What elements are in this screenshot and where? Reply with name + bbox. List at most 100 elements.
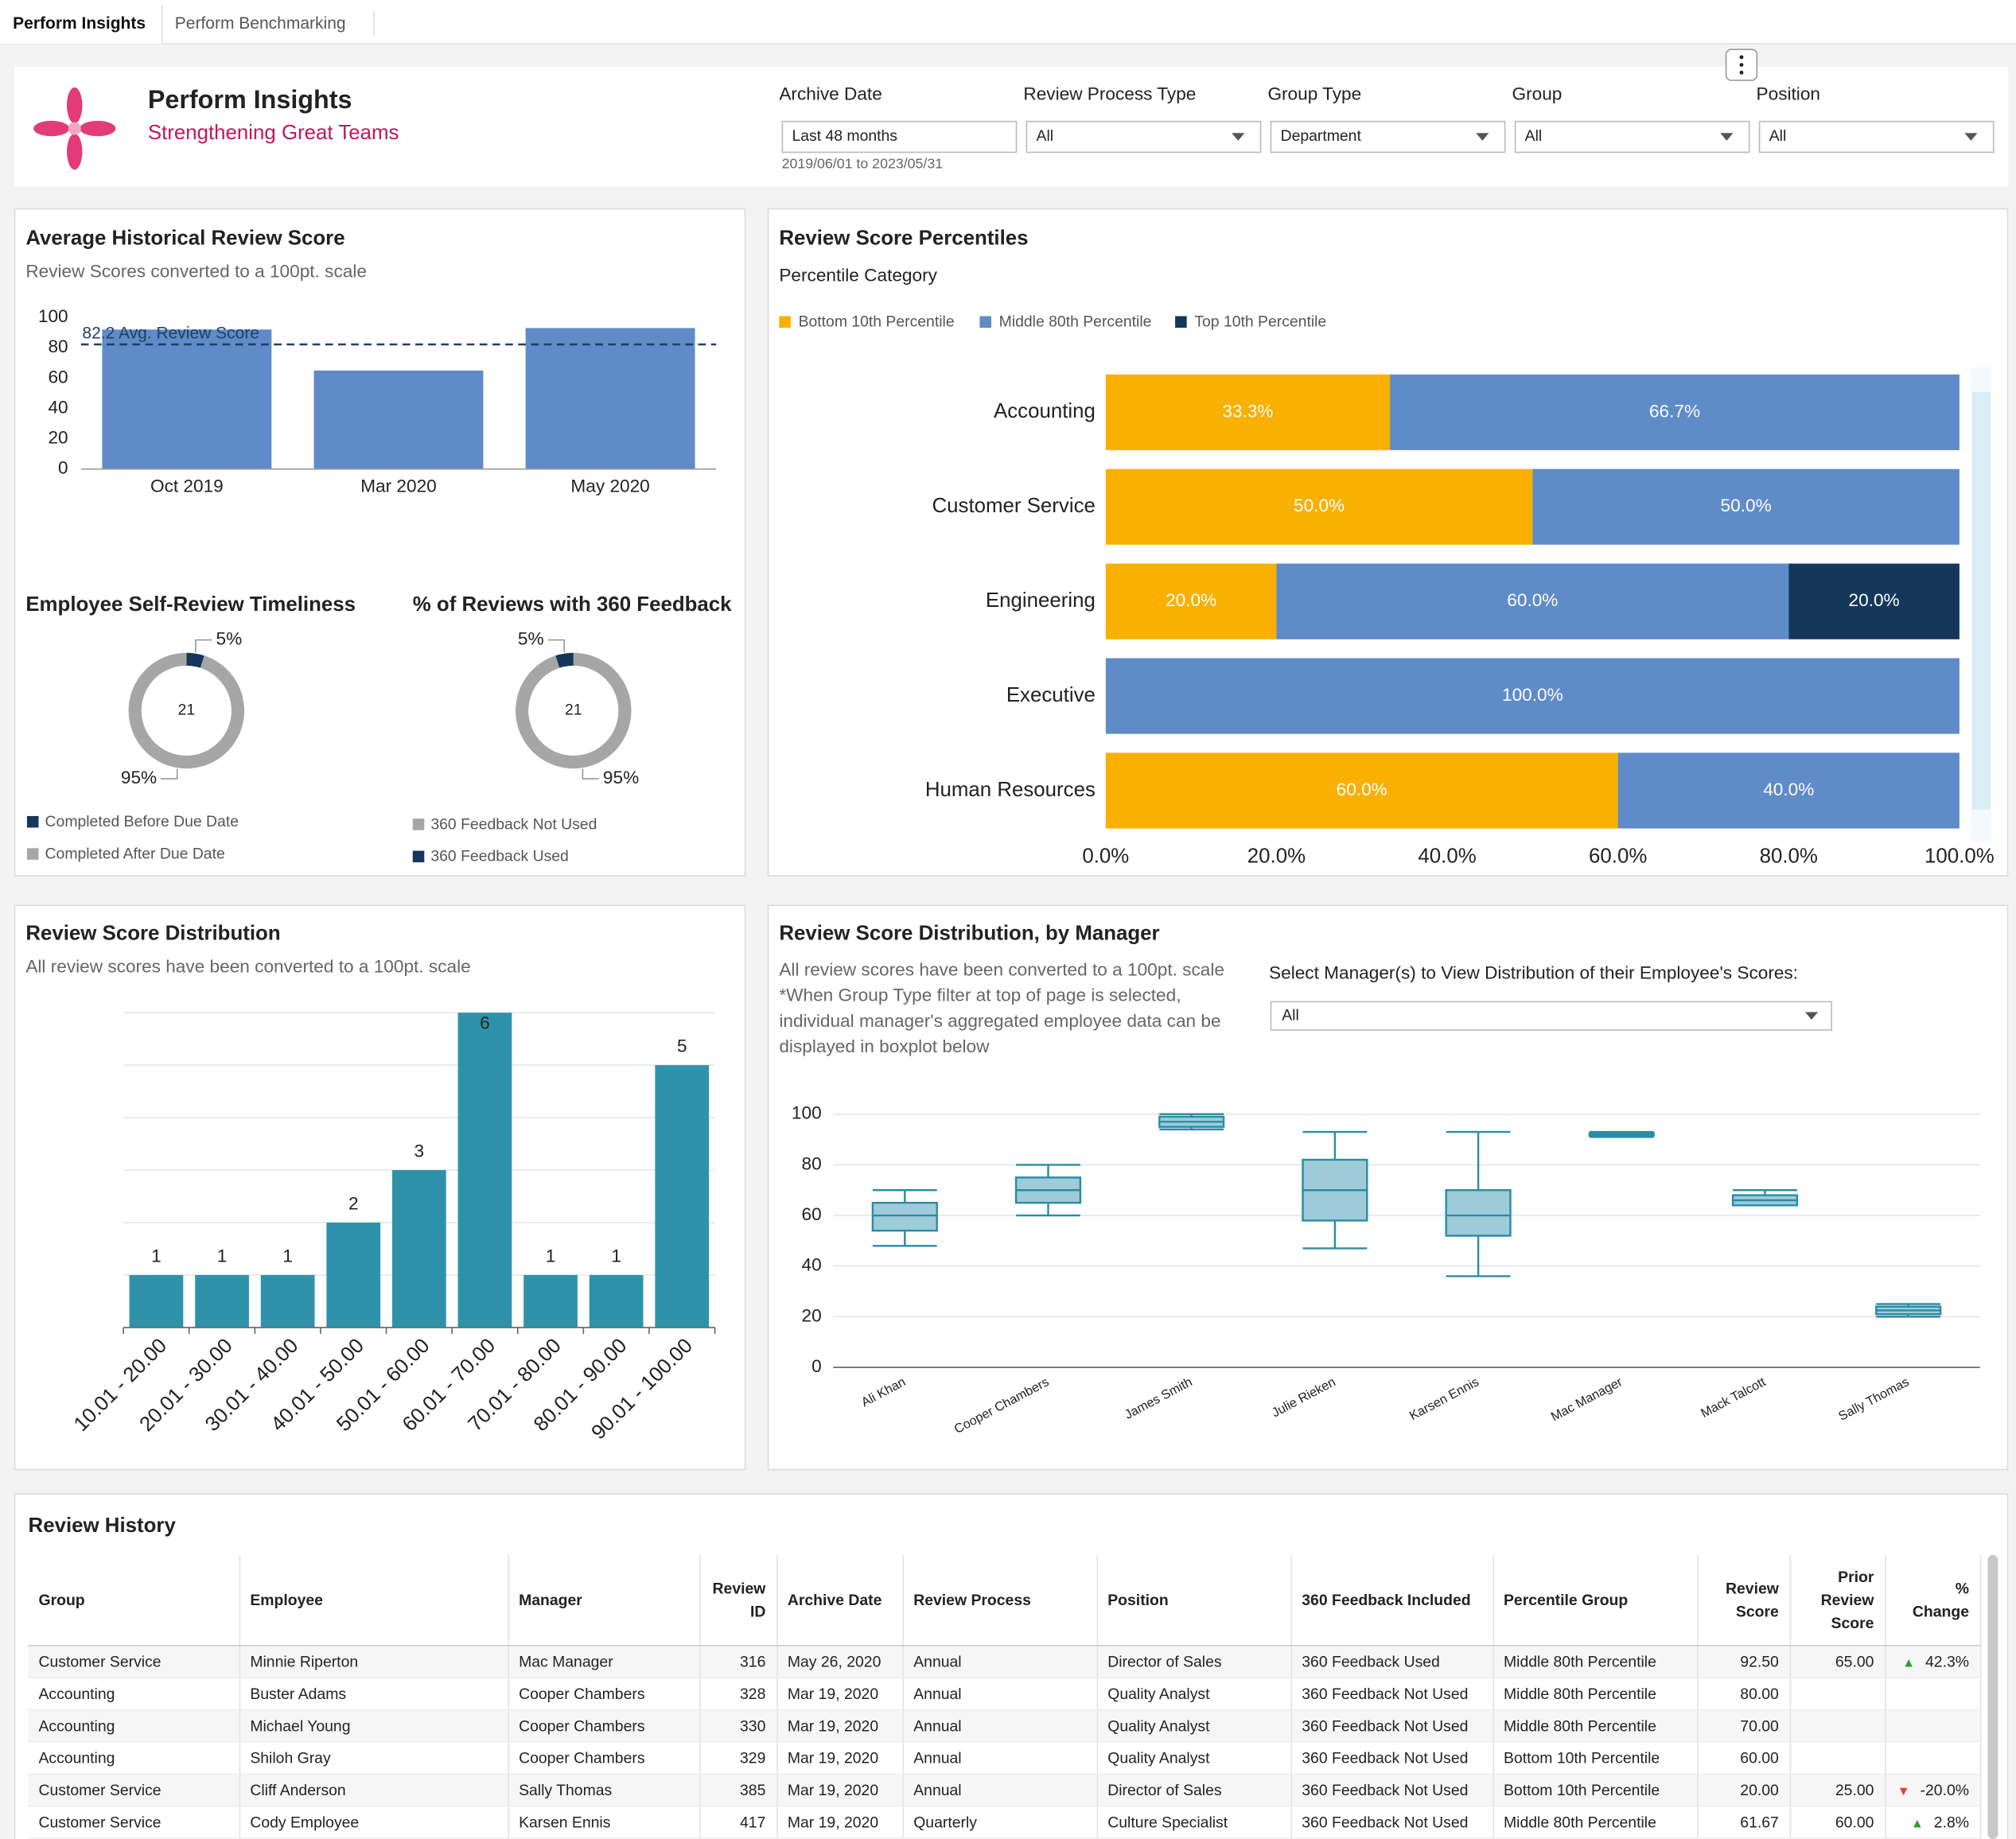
column-header[interactable]: Review Process: [902, 1554, 1098, 1647]
table-cell: 80.00: [1697, 1678, 1791, 1711]
legend-swatch: [779, 316, 791, 328]
filter-label: Archive Date: [779, 84, 882, 104]
cell-text: Mar 19, 2020: [787, 1748, 879, 1767]
data-label: 3: [414, 1141, 425, 1161]
data-label: 40.0%: [1763, 780, 1814, 799]
x-tick-label: 100.0%: [1925, 845, 1995, 867]
legend-swatch: [412, 818, 425, 830]
bar-segment: [1390, 374, 1960, 450]
bar-segment: [1105, 752, 1618, 829]
cell-text: 2.8%: [1933, 1813, 1970, 1832]
bar: [129, 1274, 184, 1328]
table-cell: Bottom 10th Percentile: [1493, 1774, 1699, 1807]
legend-swatch: [412, 850, 425, 863]
column-header[interactable]: Archive Date: [776, 1554, 904, 1647]
leader-line: [161, 768, 178, 780]
column-header[interactable]: Group: [28, 1554, 240, 1647]
column-header[interactable]: % Change: [1885, 1554, 1981, 1647]
column-header[interactable]: 360 Feedback Included: [1290, 1554, 1494, 1647]
table-cell: 60.00: [1789, 1806, 1886, 1839]
table-cell: Director of Sales: [1096, 1774, 1292, 1807]
filter-dropdown[interactable]: [781, 120, 1018, 154]
legend-swatch: [1175, 316, 1187, 328]
table-cell: Karsen Ennis: [508, 1806, 700, 1839]
cell-text: Customer Service: [38, 1652, 162, 1671]
table-cell: Mar 19, 2020: [776, 1678, 904, 1711]
table-cell: Sally Thomas: [508, 1774, 700, 1807]
cell-text: Middle 80th Percentile: [1503, 1652, 1656, 1671]
column-header[interactable]: Review Score: [1697, 1554, 1791, 1647]
category-label: Human Resources: [925, 779, 1096, 801]
table-row: Accounting Shiloh Gray Cooper Chambers 329 M…: [28, 1742, 1981, 1775]
table-scrollbar[interactable]: [1987, 1554, 1998, 1839]
x-tick-label: 60.0%: [1589, 845, 1647, 867]
page-title: Perform Insights: [148, 85, 352, 114]
column-header[interactable]: Position: [1096, 1554, 1292, 1647]
trend-arrow: ▼: [1897, 1785, 1910, 1799]
table-cell: 385: [699, 1774, 777, 1807]
x-tick-label: 0.0%: [1082, 845, 1129, 867]
filter-value: All: [1037, 127, 1054, 145]
column-header[interactable]: Percentile Group: [1493, 1554, 1699, 1647]
cell-text: 60.00: [1740, 1748, 1779, 1767]
cell-text: Middle 80th Percentile: [1503, 1717, 1656, 1736]
boxplot-subtitle: All review scores have been converted to…: [779, 958, 1225, 980]
active-tab[interactable]: [0, 0, 162, 44]
cell-text: Cody Employee: [250, 1813, 360, 1832]
cell-text: 329: [739, 1748, 766, 1767]
column-header[interactable]: Prior Review Score: [1789, 1554, 1886, 1647]
column-header[interactable]: Review ID: [699, 1554, 777, 1647]
bar: [589, 1274, 644, 1328]
panel: [14, 208, 746, 877]
menu-dot: [1739, 63, 1744, 68]
table-cell: 60.00: [1697, 1742, 1791, 1775]
bar-segment: [1105, 563, 1277, 640]
box: [1445, 1189, 1512, 1237]
data-label: 50.0%: [1294, 496, 1345, 515]
filter-dropdown[interactable]: [1758, 120, 1995, 154]
cell-text: Annual: [913, 1781, 962, 1799]
scrollbar-thumb[interactable]: [1972, 391, 1991, 810]
logo-petal: [33, 120, 70, 137]
review-table-container: Group Employee Manager Review ID Archive Dat…: [28, 1554, 1981, 1839]
data-label: 2: [348, 1193, 359, 1213]
table-cell: 25.00: [1789, 1774, 1886, 1807]
cell-text: Mar 19, 2020: [787, 1781, 879, 1799]
data-label: 5%: [216, 629, 242, 649]
bar: [391, 1170, 446, 1328]
table-cell: 360 Feedback Not Used: [1290, 1806, 1494, 1839]
menu-button[interactable]: [1725, 49, 1758, 81]
tab-label: Perform Insights: [13, 14, 146, 33]
cell-text: Cliff Anderson: [250, 1781, 346, 1799]
table-cell: Middle 80th Percentile: [1493, 1678, 1699, 1711]
tab-label: Perform Benchmarking: [175, 14, 346, 33]
filter-dropdown[interactable]: [1026, 120, 1262, 154]
table-cell: Cooper Chambers: [508, 1742, 700, 1775]
table-cell: Customer Service: [28, 1774, 240, 1807]
table-cell: [1885, 1678, 1981, 1711]
manager-dropdown[interactable]: [1270, 1001, 1832, 1031]
column-header[interactable]: Manager: [508, 1554, 700, 1647]
cell-text: 25.00: [1835, 1781, 1874, 1799]
legend-label: Completed After Due Date: [45, 846, 225, 863]
cell-text: Quarterly: [913, 1813, 977, 1832]
cell-text: Mac Manager: [519, 1652, 613, 1671]
cell-text: Bottom 10th Percentile: [1503, 1748, 1660, 1767]
filter-dropdown[interactable]: [1514, 120, 1750, 154]
bar: [260, 1274, 315, 1328]
filter-dropdown[interactable]: [1270, 120, 1506, 154]
bar: [655, 1065, 710, 1328]
panel-title: Review Score Distribution: [25, 922, 280, 944]
table-cell: ▲ 42.3%: [1885, 1645, 1981, 1679]
tab-bar: [0, 0, 2016, 44]
cell-text: Quality Analyst: [1107, 1685, 1210, 1703]
y-tick-label: 80: [802, 1153, 822, 1173]
data-label: 60.0%: [1337, 780, 1387, 799]
donut-center: 21: [178, 702, 196, 719]
y-tick-label: 40: [802, 1255, 822, 1275]
column-header[interactable]: Employee: [239, 1554, 509, 1647]
donut-segment: [186, 652, 204, 668]
cell-text: 417: [739, 1813, 766, 1832]
y-tick-label: 60: [802, 1204, 822, 1224]
